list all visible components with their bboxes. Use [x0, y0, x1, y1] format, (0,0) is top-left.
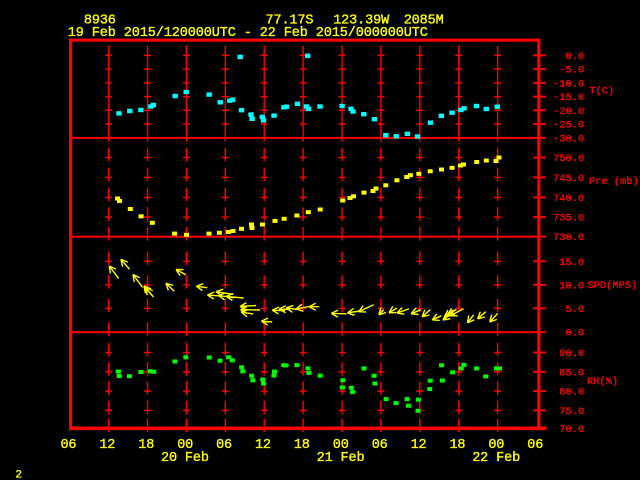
- svg-text:00: 00: [333, 438, 349, 453]
- svg-text:T(C): T(C): [589, 85, 614, 97]
- svg-text:12: 12: [99, 438, 115, 453]
- svg-text:00: 00: [177, 438, 193, 453]
- svg-text:Pre (mb): Pre (mb): [589, 176, 639, 188]
- svg-text:20 Feb: 20 Feb: [161, 451, 209, 466]
- svg-text:-20.0: -20.0: [553, 107, 584, 118]
- svg-text:12: 12: [411, 438, 427, 453]
- svg-text:06: 06: [61, 438, 77, 453]
- svg-text:745.0: 745.0: [553, 174, 584, 185]
- svg-text:22 Feb: 22 Feb: [472, 451, 520, 466]
- svg-text:75.0: 75.0: [559, 407, 584, 418]
- svg-text:5.0: 5.0: [566, 305, 585, 316]
- svg-text:06: 06: [372, 438, 388, 453]
- svg-text:RH(%): RH(%): [587, 376, 618, 388]
- svg-text:90.0: 90.0: [559, 349, 584, 360]
- svg-text:0.0: 0.0: [566, 329, 585, 340]
- svg-text:06: 06: [216, 438, 232, 453]
- svg-text:-10.0: -10.0: [553, 79, 584, 90]
- svg-text:-30.0: -30.0: [553, 134, 584, 145]
- svg-text:735.0: 735.0: [553, 214, 584, 225]
- svg-text:740.0: 740.0: [553, 194, 584, 205]
- svg-text:85.0: 85.0: [559, 368, 584, 379]
- svg-text:123.39W: 123.39W: [333, 13, 390, 28]
- svg-text:SPD(MPS): SPD(MPS): [588, 280, 638, 292]
- svg-text:06: 06: [527, 438, 543, 453]
- svg-text:2: 2: [15, 470, 22, 480]
- svg-text:2085M: 2085M: [404, 13, 444, 28]
- svg-text:70.0: 70.0: [559, 425, 584, 436]
- svg-text:18: 18: [294, 438, 310, 453]
- svg-text:77.17S: 77.17S: [266, 13, 314, 28]
- svg-text:12: 12: [255, 438, 271, 453]
- svg-text:21 Feb: 21 Feb: [317, 451, 365, 466]
- svg-text:750.0: 750.0: [553, 154, 584, 165]
- svg-text:8936: 8936: [84, 13, 116, 28]
- svg-text:80.0: 80.0: [559, 388, 584, 399]
- svg-text:0.0: 0.0: [566, 52, 585, 63]
- svg-text:-15.0: -15.0: [553, 93, 584, 104]
- svg-text:00: 00: [488, 438, 504, 453]
- svg-text:19 Feb 2015/120000UTC - 22 Feb: 19 Feb 2015/120000UTC - 22 Feb 2015/0000…: [68, 26, 428, 41]
- svg-text:-5.0: -5.0: [559, 66, 584, 77]
- svg-text:18: 18: [450, 438, 466, 453]
- svg-text:15.0: 15.0: [559, 258, 584, 269]
- svg-text:10.0: 10.0: [559, 281, 584, 292]
- svg-text:-25.0: -25.0: [553, 121, 584, 132]
- svg-text:730.0: 730.0: [553, 233, 584, 244]
- svg-text:18: 18: [138, 438, 154, 453]
